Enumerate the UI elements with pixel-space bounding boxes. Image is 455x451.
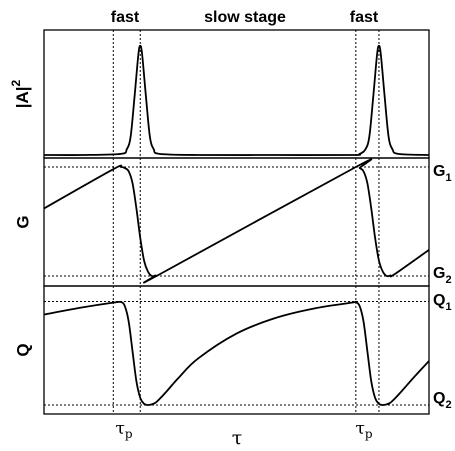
right-label-g1: G1	[433, 163, 452, 184]
gain-curve	[43, 158, 430, 284]
curves	[43, 44, 430, 406]
header-fast-left: fast	[111, 9, 140, 26]
right-label-g2: G2	[433, 265, 452, 286]
right-label-q1: Q1	[433, 292, 452, 313]
ylabel-middle-text: G	[13, 215, 32, 228]
svg-text:|A|2: |A|2	[9, 79, 32, 108]
ylabel-top-sup: 2	[9, 79, 23, 86]
absorption-curve	[43, 300, 430, 406]
xlabel-tau: τ	[232, 427, 243, 449]
intensity-curve	[43, 44, 430, 156]
header-slow-stage: slow stage	[204, 9, 286, 26]
panel-middle-frame	[43, 157, 430, 287]
x-tick-tau-p-right: τp	[355, 419, 372, 441]
ylabel-top: |A|2	[9, 79, 32, 108]
guide-lines	[44, 30, 429, 414]
header-fast-right: fast	[350, 9, 379, 26]
ylabel-top-main: |A|	[13, 86, 32, 108]
right-label-q2: Q2	[433, 390, 452, 411]
panel-bottom-frame	[43, 285, 430, 415]
x-tick-tau-p-left: τp	[115, 419, 132, 441]
ylabel-bottom-text: Q	[13, 343, 32, 356]
panel-top-frame	[43, 29, 430, 159]
ylabel-middle: G	[13, 215, 32, 228]
ylabel-bottom: Q	[13, 343, 32, 356]
